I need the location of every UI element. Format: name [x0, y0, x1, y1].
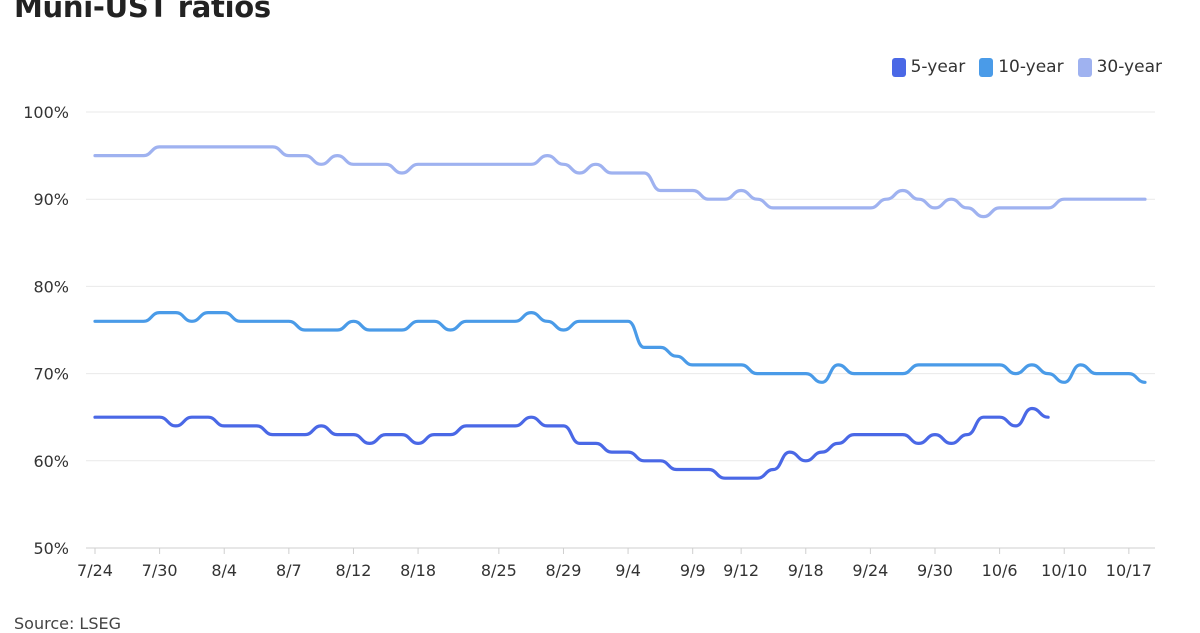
y-tick-label: 100% — [23, 103, 69, 122]
legend-swatch-5-year — [891, 57, 906, 77]
x-tick-label: 7/30 — [142, 561, 178, 580]
y-tick-label: 60% — [33, 452, 69, 471]
legend-label-5-year: 5-year — [910, 57, 966, 77]
legend-item-5-year: 5-year — [891, 57, 966, 77]
series-line-30-year — [93, 145, 1147, 219]
x-tick-label: 9/4 — [615, 561, 641, 580]
series-line-5-year — [93, 406, 1050, 480]
legend-swatch-30-year — [1077, 57, 1092, 77]
x-tick-label: 8/12 — [335, 561, 371, 580]
y-tick-label: 80% — [33, 277, 69, 296]
legend-label-30-year: 30-year — [1096, 57, 1162, 77]
x-tick-label: 10/6 — [982, 561, 1018, 580]
y-tick-label: 70% — [33, 365, 69, 384]
legend-item-30-year: 30-year — [1077, 57, 1162, 77]
x-tick-label: 8/4 — [211, 561, 237, 580]
x-tick-label: 9/12 — [723, 561, 759, 580]
x-tick-label: 10/17 — [1106, 561, 1152, 580]
x-tick-label: 8/7 — [276, 561, 302, 580]
x-tick-label: 9/30 — [917, 561, 953, 580]
legend-swatch-10-year — [979, 57, 994, 77]
x-tick-label: 9/9 — [680, 561, 706, 580]
chart-title: Muni-UST ratios — [14, 0, 271, 24]
x-tick-label: 9/24 — [852, 561, 888, 580]
x-tick-label: 7/24 — [77, 561, 113, 580]
y-tick-label: 90% — [33, 190, 69, 209]
legend-label-10-year: 10-year — [998, 57, 1064, 77]
series-line-10-year — [93, 310, 1147, 384]
legend-item-10-year: 10-year — [979, 57, 1064, 77]
source-note: Source: LSEG — [14, 614, 122, 633]
x-tick-label: 10/10 — [1041, 561, 1087, 580]
x-tick-label: 8/25 — [481, 561, 517, 580]
x-tick-label: 9/18 — [788, 561, 824, 580]
x-tick-label: 8/29 — [545, 561, 581, 580]
chart-legend: 5-year 10-year 30-year — [891, 57, 1162, 77]
y-tick-label: 50% — [33, 539, 69, 558]
x-tick-label: 8/18 — [400, 561, 436, 580]
